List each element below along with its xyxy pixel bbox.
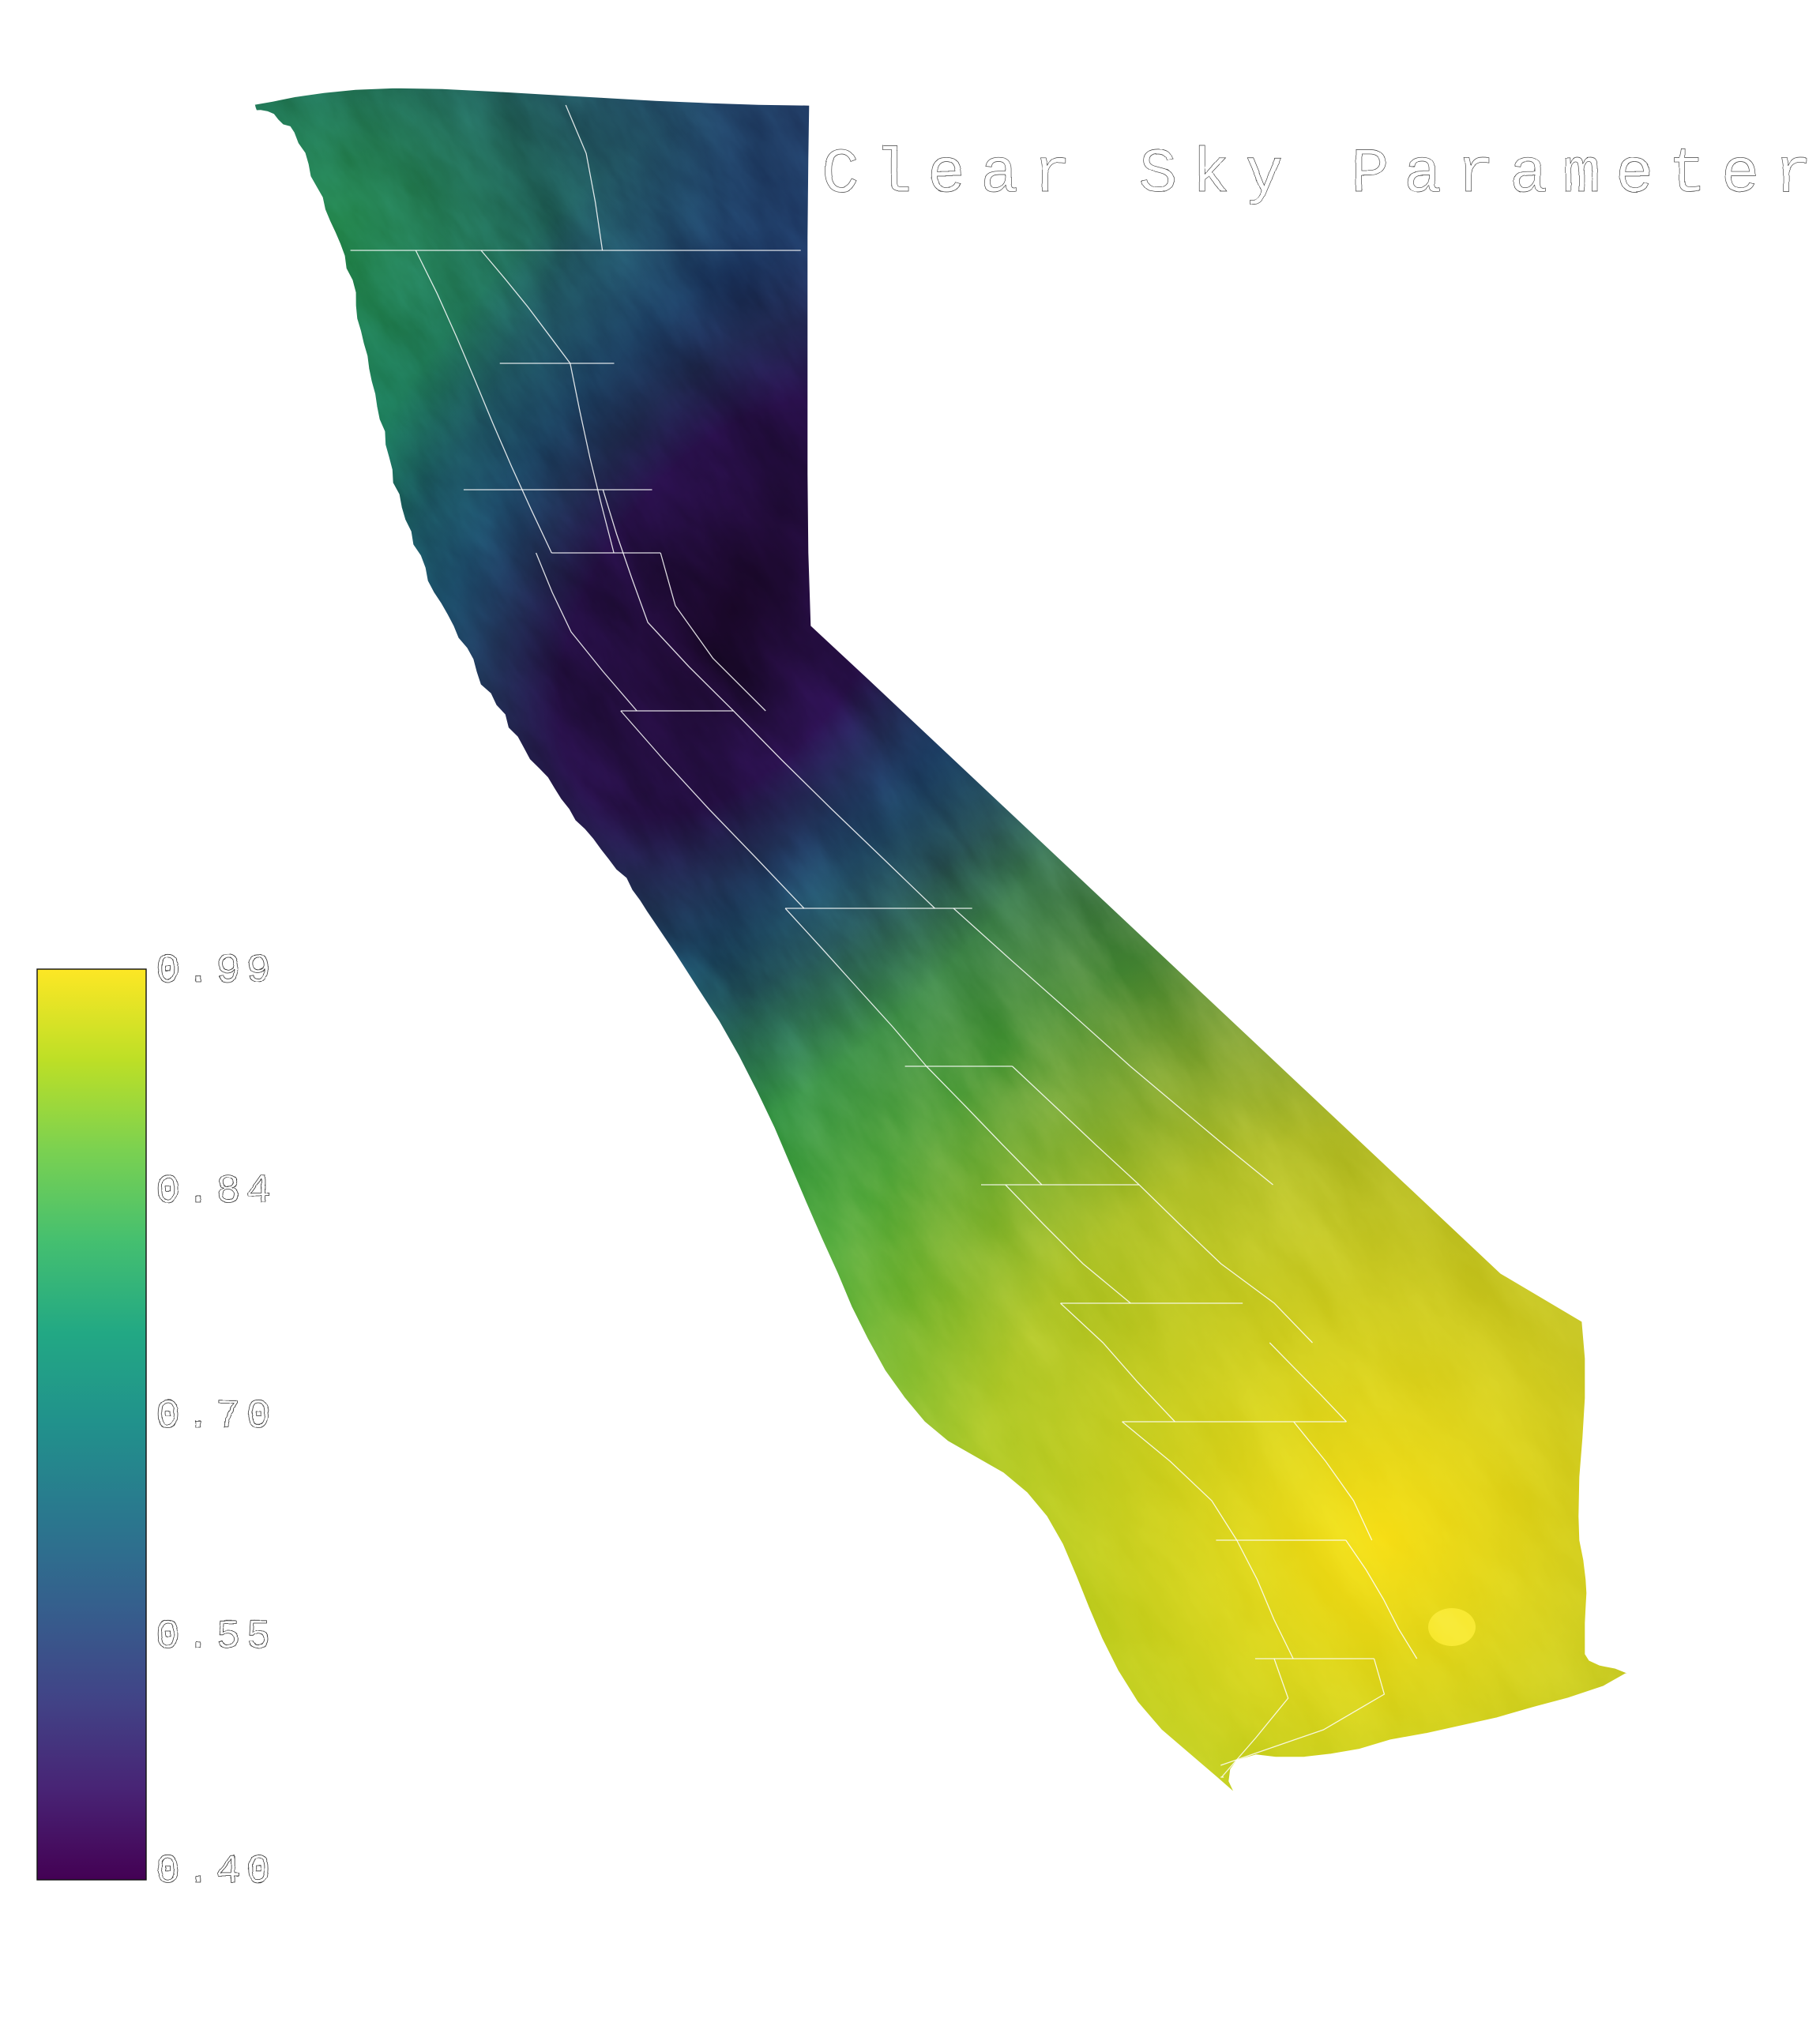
svg-text:0.84: 0.84 <box>156 1168 276 1215</box>
svg-text:0.70: 0.70 <box>156 1393 276 1440</box>
svg-text:0.40: 0.40 <box>156 1848 276 1895</box>
svg-text:0.99: 0.99 <box>156 948 276 994</box>
svg-text:Clear Sky Parameter: Clear Sky Parameter <box>822 139 1820 211</box>
svg-text:0.55: 0.55 <box>156 1614 276 1660</box>
